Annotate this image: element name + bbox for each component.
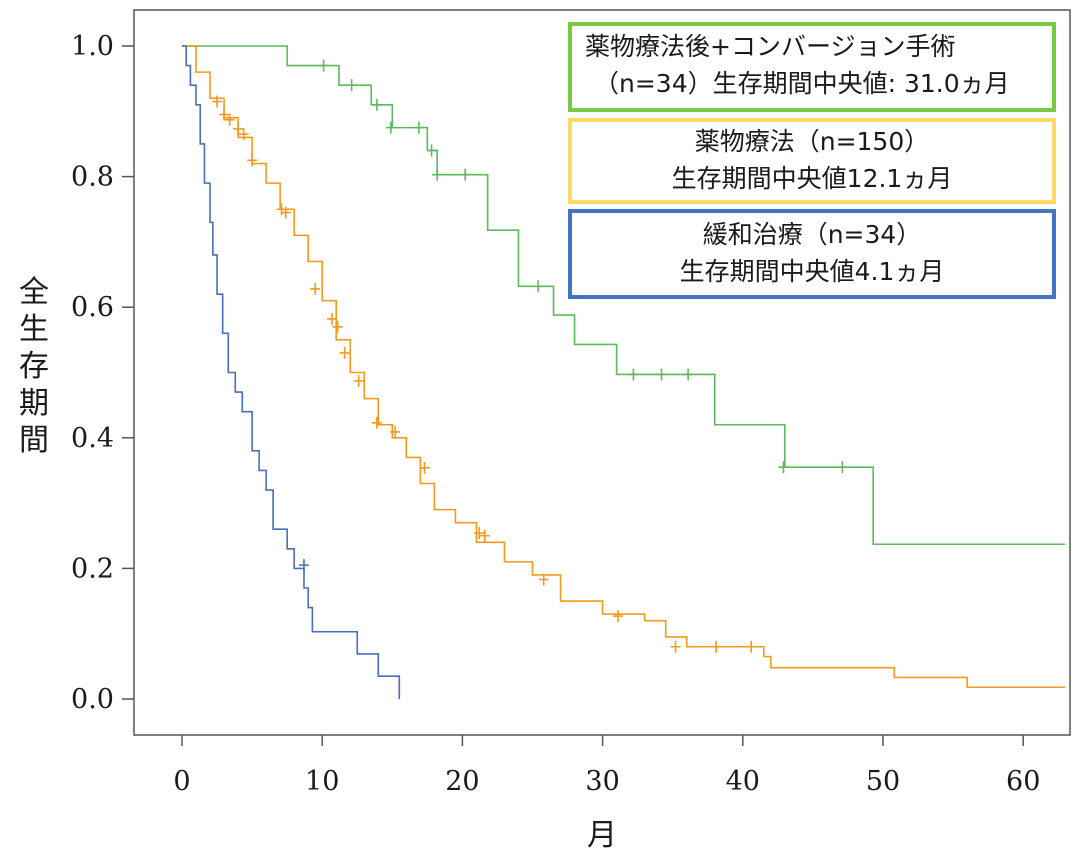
legend-box: [568, 118, 1056, 204]
censor-mark: [332, 320, 343, 333]
x-axis: 0 10 20 30 40 50 60: [173, 735, 1040, 797]
series-conversion-surgery: [182, 45, 1066, 546]
x-tick-label: 10: [305, 766, 339, 797]
y-axis-label-char: 存: [19, 349, 49, 384]
y-tick-label: 0.8: [71, 162, 114, 193]
y-axis-label-char: 期: [19, 386, 49, 421]
legend-label: 薬物療法（n=150）: [695, 127, 930, 156]
x-tick-label: 0: [173, 766, 190, 797]
legend-label: （n=34）生存期間中央値: 31.0ヵ月: [594, 69, 1010, 98]
x-tick-label: 40: [726, 766, 760, 797]
censor-mark: [339, 346, 350, 359]
censor-mark: [385, 121, 396, 134]
y-tick-label: 1.0: [71, 31, 114, 62]
series-layer: [182, 45, 1066, 699]
x-axis-label: 月: [587, 818, 617, 853]
survival-curve: [182, 45, 401, 699]
survival-curve: [182, 45, 1066, 689]
censor-mark: [711, 640, 722, 653]
censor-mark: [613, 610, 624, 623]
y-axis: 0.0 0.2 0.4 0.6 0.8 1.0: [71, 31, 134, 715]
censor-mark: [212, 95, 223, 108]
censor-mark: [778, 461, 789, 474]
censor-mark: [298, 559, 309, 572]
legend: 薬物療法後+コンバージョン手術（n=34）生存期間中央値: 31.0ヵ月薬物療法…: [568, 22, 1056, 299]
censor-mark: [419, 461, 430, 474]
censor-mark: [656, 368, 667, 381]
censor-mark: [353, 374, 364, 387]
censor-mark: [746, 640, 757, 653]
legend-box: [568, 22, 1056, 112]
censor-mark: [371, 98, 382, 111]
y-axis-label-char: 全: [19, 275, 49, 310]
legend-item-conversion-surgery: 薬物療法後+コンバージョン手術 （n=34）生存期間中央値: 31.0ヵ月: [568, 22, 1056, 112]
censor-mark: [683, 368, 694, 381]
censor-mark: [327, 312, 338, 325]
censor-mark: [479, 529, 490, 542]
censor-mark: [346, 79, 357, 92]
censor-mark: [460, 168, 471, 181]
censor-mark: [670, 640, 681, 653]
legend-label: 薬物療法後+コンバージョン手術: [585, 32, 955, 61]
censor-mark: [413, 121, 424, 134]
censor-mark: [280, 206, 291, 219]
y-tick-label: 0.2: [71, 553, 114, 584]
legend-item-chemotherapy: 薬物療法（n=150） 生存期間中央値12.1ヵ月: [568, 118, 1056, 204]
legend-box: [568, 209, 1056, 299]
y-axis-label-char: 生: [19, 312, 49, 347]
censor-mark: [628, 368, 639, 381]
censor-mark: [426, 144, 437, 157]
y-tick-label: 0.6: [71, 292, 114, 323]
censor-mark: [533, 280, 544, 293]
x-tick-label: 60: [1006, 766, 1040, 797]
censor-mark: [318, 59, 329, 72]
censor-mark: [233, 122, 244, 135]
x-tick-label: 30: [585, 766, 619, 797]
censor-mark: [390, 425, 401, 438]
censor-mark: [219, 108, 230, 121]
legend-label: 生存期間中央値12.1ヵ月: [672, 164, 953, 193]
y-tick-label: 0.4: [71, 423, 114, 454]
series-palliative: [182, 45, 401, 699]
censor-mark: [224, 113, 235, 126]
x-tick-label: 20: [445, 766, 479, 797]
censor-mark: [538, 573, 549, 586]
censor-mark: [371, 416, 382, 429]
series-chemotherapy: [182, 45, 1066, 689]
x-tick-label: 50: [866, 766, 900, 797]
censor-mark: [310, 282, 321, 295]
censor-mark: [837, 461, 848, 474]
censor-mark: [474, 527, 485, 540]
legend-label: 生存期間中央値4.1ヵ月: [680, 257, 945, 286]
legend-label: 緩和治療（n=34）: [703, 220, 922, 249]
censor-mark: [238, 128, 249, 141]
y-tick-label: 0.0: [71, 684, 114, 715]
survival-curve: [182, 45, 1066, 546]
legend-item-palliative: 緩和治療（n=34） 生存期間中央値4.1ヵ月: [568, 209, 1056, 299]
censor-mark: [432, 168, 443, 181]
y-axis-label-char: 間: [19, 423, 49, 458]
censor-mark: [247, 154, 258, 167]
